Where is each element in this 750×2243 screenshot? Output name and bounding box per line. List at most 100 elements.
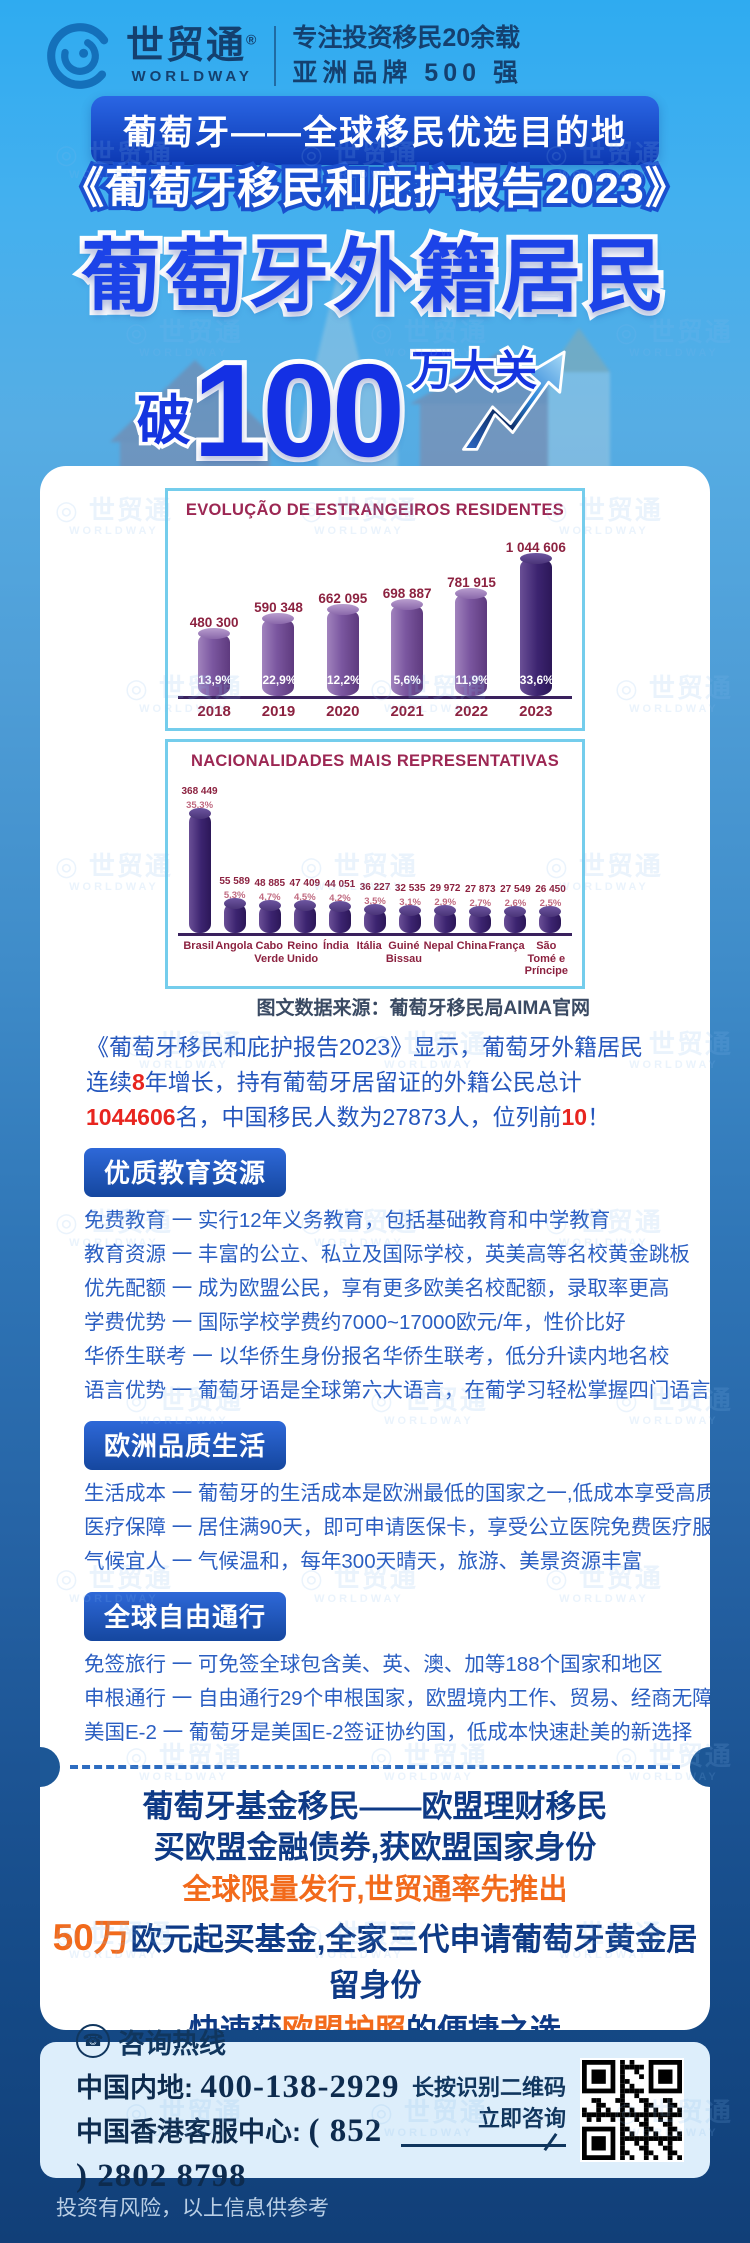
section-education-items: 免费教育 一 实行12年义务教育，包括基础教育和中学教育 教育资源 一 丰富的公…	[84, 1204, 710, 1408]
axis-label: 2022	[454, 703, 489, 720]
axis-label: 2018	[197, 703, 231, 720]
promo-line-3: 全球限量发行,世贸通率先推出	[182, 1873, 568, 1906]
main-headline: 葡萄牙外籍居民 葡萄牙外籍居民	[76, 227, 670, 326]
axis-label: 2023	[519, 703, 553, 720]
list-item: 医疗保障 一 居住满90天，即可申请医保卡，享受公立医院免费医疗服务	[84, 1515, 710, 1539]
list-item: 免签旅行 一 可免签全球包含美、英、澳、加等188个国家和地区	[84, 1652, 663, 1676]
section-badge-lifestyle: 欧洲品质生活	[84, 1420, 287, 1470]
milestone-number: 100 100	[188, 336, 410, 484]
chart-bar-2019: 590 348 22,9%	[246, 600, 310, 696]
brand-divider	[274, 26, 277, 86]
list-item: 生活成本 一 葡萄牙的生活成本是欧洲最低的国家之一,低成本享受高质生活	[84, 1481, 710, 1505]
promo-line-1: 葡萄牙基金移民——欧盟理财移民	[142, 1788, 608, 1824]
promo-line-5: 快速获欧盟护照的便捷之选	[40, 2009, 710, 2030]
chart-axis-labels: Brasil Angola Cabo Verde Reino Unido Índia It…	[178, 936, 572, 980]
axis-label: Cabo Verde	[254, 940, 285, 965]
chart-bar-2021: 698 887 5,6%	[375, 586, 439, 696]
chart-bar-Guiné Bissau: 32 535 3,1%	[393, 883, 428, 933]
ticket-notch-left	[40, 1746, 60, 1787]
phone-number-mainland[interactable]: 400-138-2929	[200, 2068, 400, 2105]
axis-label: França	[488, 940, 525, 952]
list-item: 语言优势 一 葡萄牙语是全球第六大语言，在葡学习轻松掌握四门语言	[84, 1378, 710, 1402]
section-badge-education: 优质教育资源	[84, 1147, 287, 1197]
axis-label: Brasil	[183, 940, 214, 952]
brand-name-en: WORLDWAY	[131, 68, 253, 85]
axis-label: São Tomé e Príncipe	[524, 940, 569, 978]
axis-label: Itália	[356, 940, 382, 952]
list-item: 气候宜人 一 气候温和，每年300天晴天，旅游、美景资源丰富	[84, 1549, 643, 1573]
promo-line-4: 50万欧元起买基金,全家三代申请葡萄牙黄金居留身份	[52, 1916, 698, 2004]
worldway-logo-icon	[47, 23, 113, 89]
brand-tagline-2: 亚洲品牌 500 强	[292, 59, 523, 87]
section-badge-travel: 全球自由通行	[84, 1591, 287, 1641]
chart-nacionalidades: NACIONALIDADES MAIS REPRESENTATIVAS 368 …	[165, 739, 585, 989]
list-item: 学费优势 一 国际学校学费约7000~17000欧元/年，性价比好	[84, 1310, 626, 1334]
footer-contact-card: ☎ 咨询热线 中国内地: 400-138-2929 中国香港客服中心: ( 85…	[40, 2024, 710, 2194]
intro-paragraph: 《葡萄牙移民和庇护报告2023》显示，葡萄牙外籍居民连续8年增长，持有葡萄牙居留…	[86, 1033, 644, 1130]
axis-label: Reino Unido	[286, 940, 319, 965]
chart-evolucao-estrangeiros: EVOLUÇÃO DE ESTRANGEIROS RESIDENTES 480 …	[165, 488, 585, 731]
chart-bars: 480 300 13,9% 590 348 22,9% 662 095 12,2% 698 …	[178, 524, 572, 699]
axis-label: Guiné Bissau	[385, 940, 422, 965]
report-title: 《葡萄牙移民和庇护报告2023》 《葡萄牙移民和庇护报告2023》	[57, 161, 692, 217]
qr-hint-underline	[401, 2134, 566, 2148]
phone-line-hongkong: 中国香港客服中心: ( 852 ) 2802 8798	[76, 2113, 383, 2194]
ticket-notch-right	[690, 1746, 710, 1787]
phone-number-hongkong[interactable]: ( 852 ) 2802 8798	[76, 2113, 383, 2194]
qr-hint-text: 长按识别二维码 立即咨询	[401, 2073, 566, 2148]
milestone-break-char: 破破	[133, 388, 194, 455]
chart-bar-Brasil: 368 449 35,3%	[181, 786, 218, 933]
milestone-unit: 万大关 万大关	[408, 344, 540, 397]
chart-bar-China: 27 873 2,7%	[463, 884, 498, 933]
phone-icon: ☎	[76, 2024, 110, 2059]
chart-bar-França: 27 549 2,6%	[498, 884, 533, 933]
chart-bar-2020: 662 095 12,2%	[311, 591, 375, 696]
brand-header: 世贸通® WORLDWAY 专注投资移民20余载 亚洲品牌 500 强	[44, 20, 523, 92]
section-travel-items: 免签旅行 一 可免签全球包含美、英、澳、加等188个国家和地区 申根通行 一 自…	[84, 1648, 710, 1750]
data-source-caption: 图文数据来源：葡萄牙移民局AIMA官网	[256, 997, 590, 1019]
chart-bar-2018: 480 300 13,9%	[182, 615, 246, 696]
chart-axis-labels: 2018 2019 2020 2021 2022 2023	[178, 699, 572, 722]
chart-bar-Cabo Verde: 48 885 4,7%	[252, 878, 287, 933]
brand-tagline-1: 专注投资移民20余载	[292, 24, 521, 52]
axis-label: China	[456, 940, 488, 952]
brand-name-cn: 世贸通®	[126, 25, 259, 67]
axis-label: Angola	[215, 940, 253, 952]
chart-title: NACIONALIDADES MAIS REPRESENTATIVAS	[190, 752, 560, 770]
hotline-label: 咨询热线	[118, 2028, 226, 2059]
promo-line-2: 买欧盟金融债券,获欧盟国家身份	[153, 1829, 597, 1865]
list-item: 申根通行 一 自由通行29个申根国家，欧盟境内工作、贸易、经商无障碍	[84, 1686, 710, 1710]
chart-bar-Índia: 44 051 4,2%	[322, 879, 357, 933]
qr-code[interactable]	[580, 2058, 684, 2162]
ticket-divider	[40, 1746, 710, 1787]
list-item: 免费教育 一 实行12年义务教育，包括基础教育和中学教育	[84, 1208, 611, 1232]
chart-bar-Angola: 55 589 5,3%	[217, 876, 252, 933]
milestone-headline: 破破 100 100 万大关 万大关	[0, 330, 724, 484]
hotline-label-row: ☎ 咨询热线	[76, 2022, 401, 2061]
chart-bar-2023: 1 044 606 33,6%	[504, 540, 568, 696]
disclaimer-text: 投资有风险，以上信息供参考	[56, 2197, 329, 2220]
phone-line-mainland: 中国内地: 400-138-2929	[76, 2068, 400, 2105]
axis-label: 2021	[390, 703, 424, 720]
section-lifestyle-items: 生活成本 一 葡萄牙的生活成本是欧洲最低的国家之一,低成本享受高质生活 医疗保障…	[84, 1477, 710, 1579]
chart-title: EVOLUÇÃO DE ESTRANGEIROS RESIDENTES	[185, 501, 565, 519]
list-item: 华侨生联考 一 以华侨生身份报名华侨生联考，低分升读内地名校	[84, 1344, 670, 1368]
chart-bars: 368 449 35,3% 55 589 5,3% 48 885 4,7% 47 409 4,…	[178, 775, 572, 936]
chart-bar-2022: 781 915 11,9%	[439, 575, 503, 696]
axis-label: Nepal	[423, 940, 454, 952]
registered-mark: ®	[246, 31, 259, 48]
axis-label: 2020	[326, 703, 360, 720]
axis-label: 2019	[261, 703, 296, 720]
chart-bar-Nepal: 29 972 2,9%	[428, 883, 463, 933]
chart-bar-São Tomé e Príncipe: 26 450 2,5%	[533, 884, 568, 933]
axis-label: Índia	[323, 940, 349, 952]
hero-banner: 葡萄牙——全球移民优选目的地	[91, 96, 659, 165]
list-item: 教育资源 一 丰富的公立、私立及国际学校，英美高等名校黄金跳板	[84, 1242, 690, 1266]
chart-bar-Itália: 36 227 3,5%	[357, 882, 392, 933]
chart-bar-Reino Unido: 47 409 4,5%	[287, 878, 322, 933]
growth-arrow-icon	[462, 350, 566, 451]
list-item: 优先配额 一 成为欧盟公民，享有更多欧美名校配额，录取率更高	[84, 1276, 670, 1300]
list-item: 美国E-2 一 葡萄牙是美国E-2签证协约国，低成本快速赴美的新选择	[84, 1720, 693, 1744]
promo-block: 葡萄牙基金移民——欧盟理财移民 买欧盟金融债券,获欧盟国家身份 全球限量发行,世…	[40, 1787, 710, 2030]
